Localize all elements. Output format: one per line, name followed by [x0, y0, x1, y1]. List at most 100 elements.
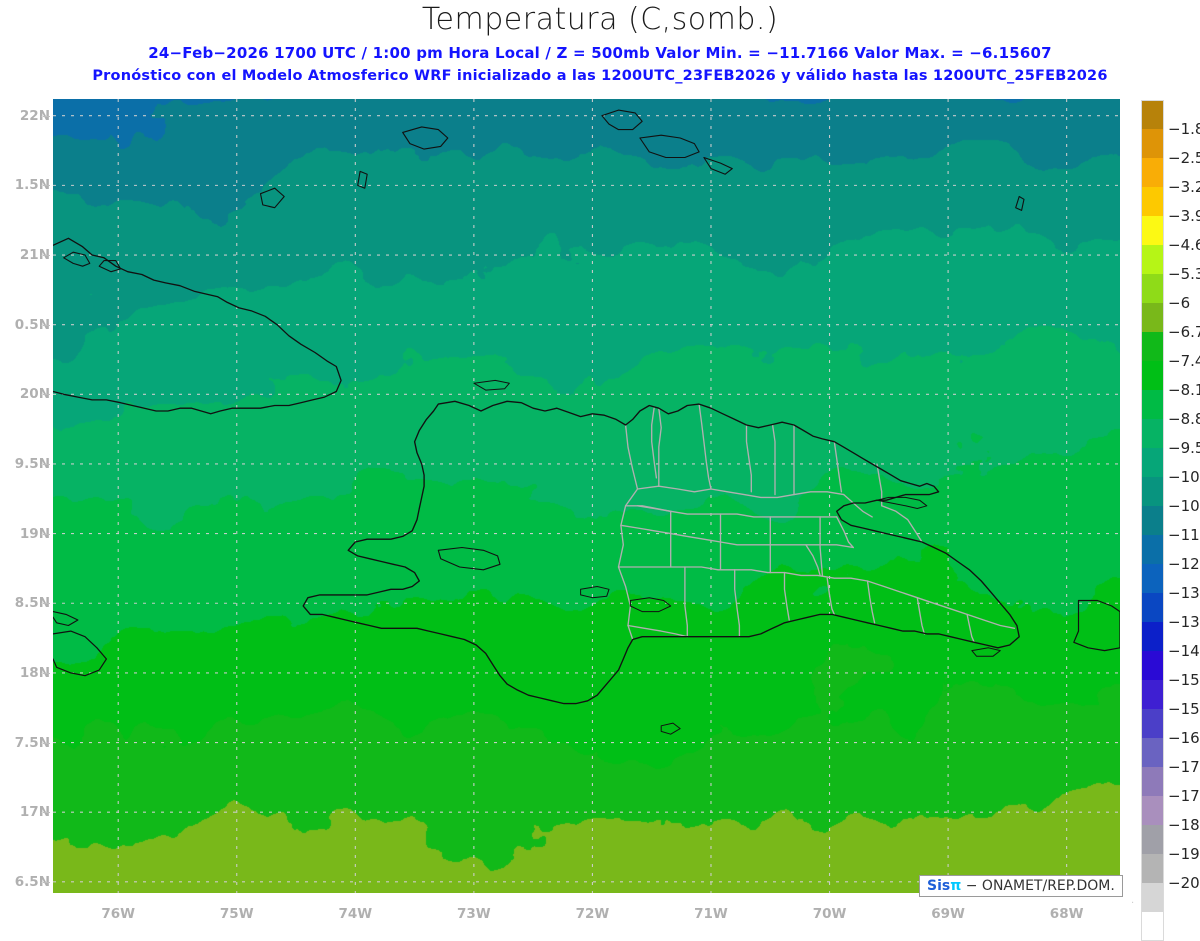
colorbar-band	[1141, 535, 1164, 564]
colorbar-band	[1141, 332, 1164, 361]
colorbar-band	[1141, 796, 1164, 825]
lat-tick-label: 17N	[19, 804, 50, 821]
colorbar-tick-label: −13.7	[1168, 613, 1200, 631]
colorbar-band	[1141, 738, 1164, 767]
colorbar-band	[1141, 506, 1164, 535]
colorbar-band	[1141, 100, 1164, 129]
colorbar-band	[1141, 448, 1164, 477]
colorbar-band	[1141, 245, 1164, 274]
colorbar-band	[1141, 274, 1164, 303]
colorbar-tick-label: −8.8	[1168, 410, 1200, 428]
colorbar-tick-label: −13	[1168, 584, 1200, 602]
lat-tick-mark	[41, 812, 50, 814]
lat-tick-label: 21N	[19, 247, 50, 263]
lat-tick-mark	[41, 255, 50, 256]
lon-tick-label: 72W	[575, 906, 610, 922]
colorbar-tick-label: −3.9	[1168, 207, 1200, 225]
colorbar-band	[1141, 651, 1164, 680]
colorbar-band	[1141, 825, 1164, 854]
lon-tick-label: 76W	[101, 906, 136, 922]
colorbar-band	[1141, 883, 1164, 912]
lon-tick-label: 75W	[219, 906, 254, 922]
lat-tick-label: 19N	[19, 525, 50, 542]
map-plot-area[interactable]	[53, 99, 1120, 893]
logo-pi-icon: π	[950, 878, 962, 894]
lat-tick-mark	[41, 533, 50, 535]
lat-tick-mark	[41, 185, 50, 187]
colorbar-tick-label: −10.2	[1168, 468, 1200, 486]
colorbar-band	[1141, 303, 1164, 332]
colorbar-tick-label: −4.6	[1168, 236, 1200, 254]
colorbar-tick-label: −7.4	[1168, 352, 1200, 370]
colorbar-band	[1141, 709, 1164, 738]
colorbar[interactable]	[1141, 100, 1164, 941]
colorbar-tick-label: −14.4	[1168, 642, 1200, 660]
lat-tick-label: 20N	[19, 386, 50, 403]
colorbar-band	[1141, 477, 1164, 506]
lat-tick-mark	[41, 324, 50, 326]
lat-tick-label: 0.5N	[14, 316, 50, 333]
province-borders	[617, 403, 1016, 643]
lat-tick-mark	[41, 603, 50, 605]
colorbar-tick-label: −5.3	[1168, 265, 1200, 283]
lat-tick-label: 7.5N	[14, 734, 50, 751]
lat-tick-mark	[41, 115, 50, 117]
provider-logo: Sisπ − ONAMET/REP.DOM.	[919, 875, 1123, 897]
lon-tick-label: 70W	[812, 906, 847, 922]
colorbar-tick-label: −17.2	[1168, 758, 1200, 776]
colorbar-tick-label: −15.1	[1168, 671, 1200, 689]
lon-tick-label: 68W	[1049, 906, 1084, 922]
colorbar-tick-label: −10.9	[1168, 497, 1200, 515]
colorbar-band	[1141, 564, 1164, 593]
lon-tick-label: 73W	[457, 906, 491, 922]
lat-tick-mark	[41, 394, 50, 396]
colorbar-tick-label: −1.8	[1168, 120, 1200, 138]
subtitle-line-2: Pronóstico con el Modelo Atmosferico WRF…	[92, 68, 1108, 84]
lat-tick-label: 8.5N	[14, 595, 50, 612]
lat-tick-mark	[41, 672, 50, 674]
lon-tick-label: 69W	[931, 906, 965, 922]
subtitle-line-1: 24−Feb−2026 1700 UTC / 1:00 pm Hora Loca…	[148, 44, 1052, 62]
colorbar-tick-label: −9.5	[1168, 439, 1200, 457]
lat-tick-mark	[41, 881, 50, 883]
colorbar-tick-label: −12.3	[1168, 555, 1200, 573]
lat-tick-label: 1.5N	[14, 177, 50, 194]
colorbar-band	[1141, 390, 1164, 419]
colorbar-tick-label: −15.8	[1168, 700, 1200, 718]
colorbar-band	[1141, 216, 1164, 245]
lat-tick-mark	[41, 463, 50, 465]
colorbar-tick-label: −2.5	[1168, 149, 1200, 167]
logo-agency-text: − ONAMET/REP.DOM.	[961, 878, 1115, 894]
lon-tick-label: 71W	[694, 906, 728, 922]
colorbar-band	[1141, 158, 1164, 187]
lat-tick-label: 9.5N	[14, 455, 50, 472]
colorbar-band	[1141, 361, 1164, 390]
coastlines	[53, 109, 1120, 735]
colorbar-band	[1141, 767, 1164, 796]
lat-tick-label: 6.5N	[14, 873, 50, 890]
colorbar-band	[1141, 680, 1164, 709]
corner-mark: ·	[1131, 898, 1135, 909]
colorbar-tick-label: −6.7	[1168, 323, 1200, 341]
colorbar-tick-label: −16.5	[1168, 729, 1200, 747]
colorbar-band	[1141, 129, 1164, 158]
lon-tick-label: 74W	[338, 906, 373, 922]
temperature-shaded-field	[53, 99, 1120, 893]
colorbar-tick-label: −20	[1168, 874, 1200, 892]
lat-tick-mark	[41, 742, 50, 744]
lat-tick-label: 18N	[19, 664, 50, 681]
colorbar-band	[1141, 419, 1164, 448]
grid-lines	[53, 99, 1120, 893]
colorbar-band	[1141, 622, 1164, 651]
colorbar-tick-label: −3.2	[1168, 178, 1200, 196]
lat-tick-label: 22N	[19, 107, 50, 124]
colorbar-tick-label: −18.6	[1168, 816, 1200, 834]
map-overlay	[53, 99, 1120, 893]
colorbar-tick-label: −11.6	[1168, 526, 1200, 544]
colorbar-tick-label: −8.1	[1168, 381, 1200, 399]
colorbar-band	[1141, 854, 1164, 883]
colorbar-band	[1141, 593, 1164, 622]
colorbar-band	[1141, 187, 1164, 216]
colorbar-tick-label: −6	[1168, 294, 1191, 312]
